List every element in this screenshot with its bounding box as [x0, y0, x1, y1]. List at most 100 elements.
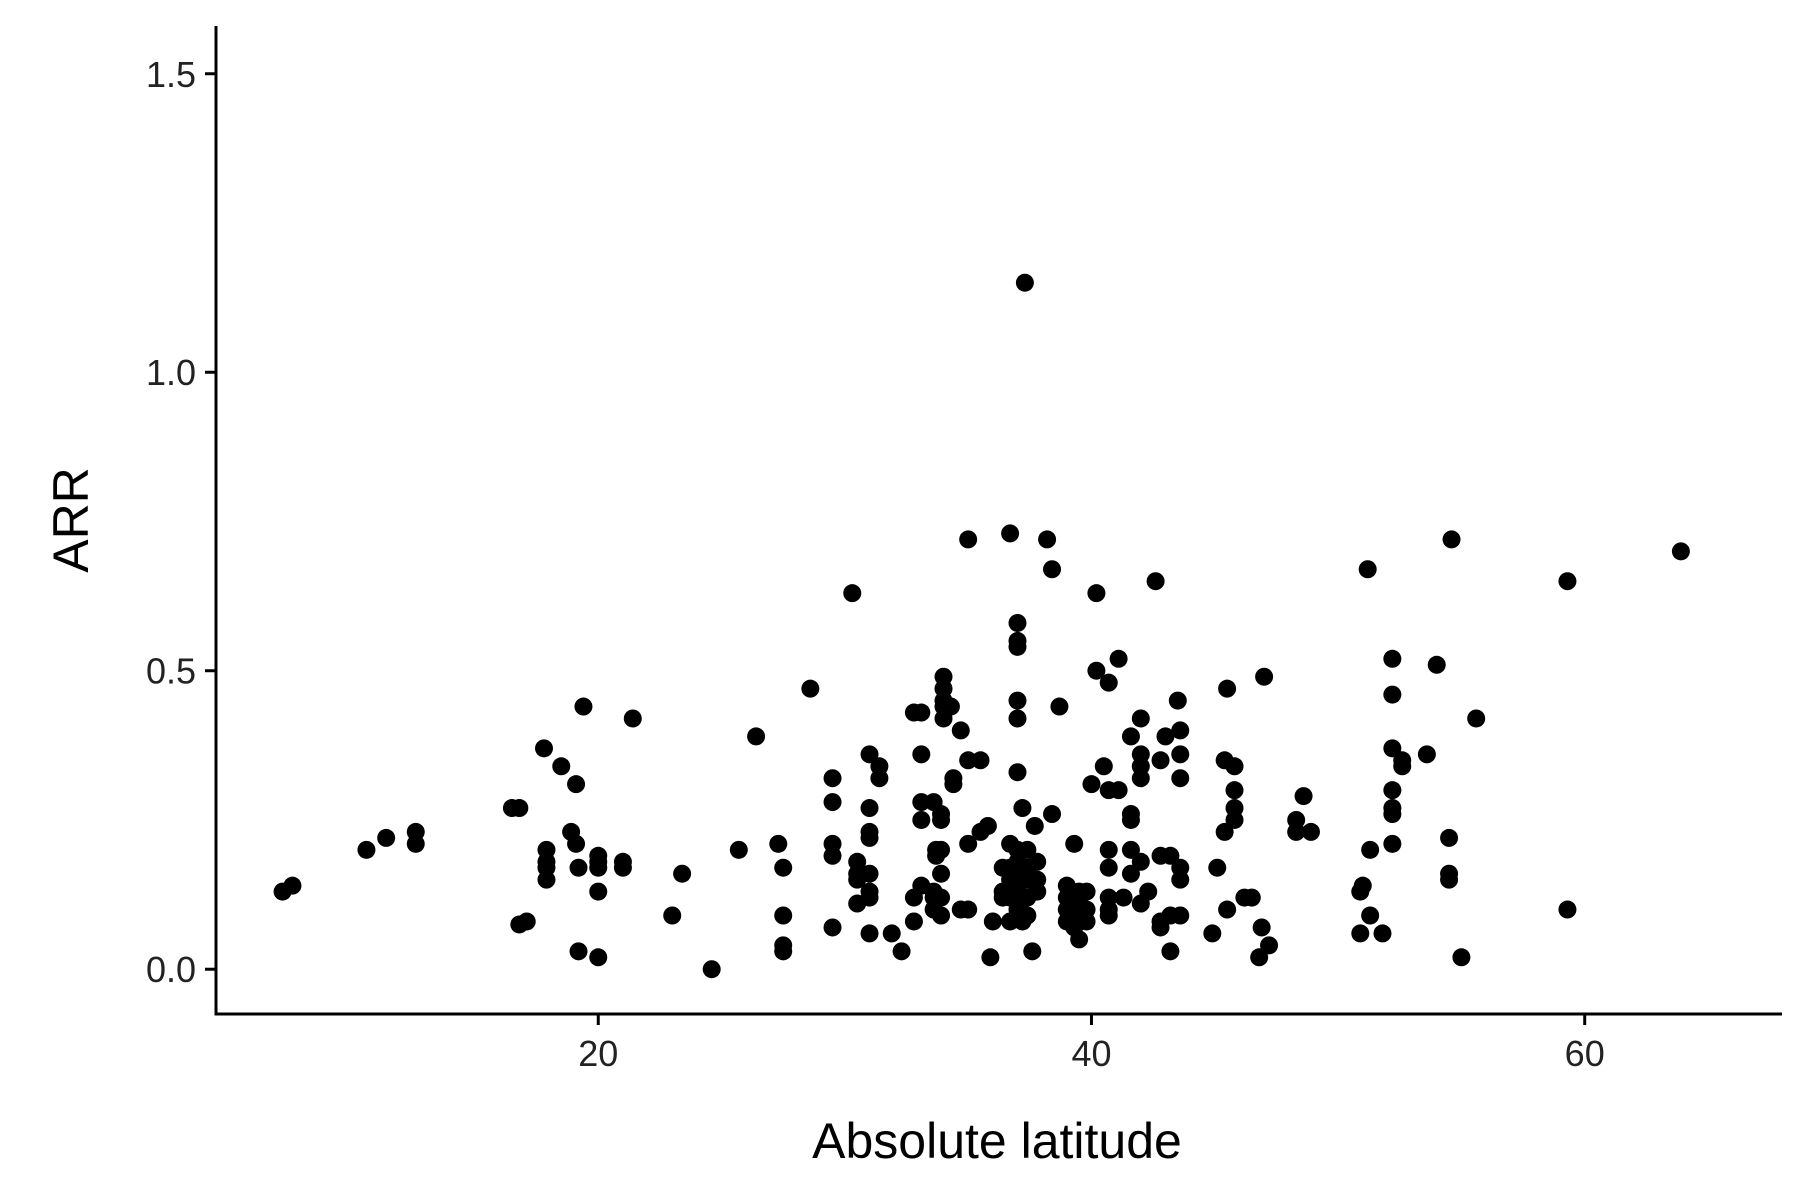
data-point: [1065, 834, 1084, 853]
data-point: [1109, 649, 1128, 668]
data-point: [1361, 840, 1380, 859]
data-point: [1287, 822, 1306, 841]
data-point: [702, 960, 721, 979]
y-tick-label: 1.0: [146, 352, 196, 393]
data-point: [944, 775, 963, 794]
data-point: [1353, 876, 1372, 895]
data-point: [1440, 870, 1459, 889]
data-point: [1015, 273, 1034, 292]
data-point: [1168, 691, 1187, 710]
data-point: [860, 924, 879, 943]
data-point: [589, 882, 608, 901]
data-point: [1250, 948, 1269, 967]
data-point: [1131, 709, 1150, 728]
data-point: [1001, 524, 1020, 543]
data-point: [769, 834, 788, 853]
data-point: [1109, 781, 1128, 800]
data-point: [1383, 685, 1402, 704]
data-point: [823, 918, 842, 937]
data-point: [1171, 870, 1190, 889]
data-point: [1225, 781, 1244, 800]
data-point: [623, 709, 642, 728]
data-point: [932, 906, 951, 925]
data-point: [1008, 763, 1027, 782]
x-tick-label: 20: [578, 1033, 618, 1074]
data-point: [1121, 810, 1140, 829]
data-point: [589, 858, 608, 877]
data-point: [1008, 709, 1027, 728]
data-point: [537, 870, 556, 889]
data-point: [959, 751, 978, 770]
data-point: [1373, 924, 1392, 943]
data-point: [1077, 912, 1096, 931]
data-point: [823, 846, 842, 865]
data-point: [1008, 613, 1027, 632]
data-point: [1099, 906, 1118, 925]
data-point: [1099, 858, 1118, 877]
data-point: [1208, 858, 1227, 877]
data-point: [1038, 530, 1057, 549]
y-axis-title: ARR: [43, 467, 99, 573]
data-point: [1215, 822, 1234, 841]
data-point: [1151, 751, 1170, 770]
data-point: [1294, 787, 1313, 806]
data-point: [823, 769, 842, 788]
data-point: [510, 799, 529, 818]
data-point: [1008, 691, 1027, 710]
y-tick-label: 1.5: [146, 54, 196, 95]
data-point: [1171, 906, 1190, 925]
x-axis-title: Absolute latitude: [812, 1113, 1182, 1169]
data-point: [1301, 822, 1320, 841]
data-point: [1018, 906, 1037, 925]
data-point: [860, 864, 879, 883]
data-point: [534, 739, 553, 758]
data-point: [912, 810, 931, 829]
data-point: [747, 727, 766, 746]
data-point: [1028, 852, 1047, 871]
data-point: [951, 721, 970, 740]
x-axis-ticks: 20 40 60: [578, 1014, 1605, 1074]
data-point: [663, 906, 682, 925]
data-point: [1361, 906, 1380, 925]
data-point: [823, 793, 842, 812]
data-point: [774, 858, 793, 877]
data-point: [574, 697, 593, 716]
data-point: [1161, 942, 1180, 961]
data-point: [1131, 769, 1150, 788]
data-point: [1025, 816, 1044, 835]
data-point: [981, 948, 1000, 967]
data-point: [1242, 888, 1261, 907]
data-point: [1171, 769, 1190, 788]
data-point: [983, 912, 1002, 931]
y-axis-ticks: 0.0 0.5 1.0 1.5: [146, 54, 216, 990]
data-point: [1255, 667, 1274, 686]
data-point: [1013, 799, 1032, 818]
data-point: [552, 757, 571, 776]
data-point: [589, 948, 608, 967]
data-point: [283, 876, 302, 895]
data-point: [1467, 709, 1486, 728]
data-point: [673, 864, 692, 883]
data-point: [1121, 840, 1140, 859]
data-point: [1383, 834, 1402, 853]
data-point: [1383, 781, 1402, 800]
data-point: [941, 697, 960, 716]
data-point: [959, 834, 978, 853]
data-point: [1082, 775, 1101, 794]
data-point: [1427, 655, 1446, 674]
data-point: [1114, 888, 1133, 907]
data-point: [406, 834, 425, 853]
data-point: [1383, 649, 1402, 668]
data-point: [904, 912, 923, 931]
data-point: [1099, 673, 1118, 692]
data-point: [1252, 918, 1271, 937]
data-point: [1161, 846, 1180, 865]
data-point: [870, 769, 889, 788]
data-point: [567, 775, 586, 794]
data-point: [860, 828, 879, 847]
data-point: [1151, 918, 1170, 937]
data-point: [774, 906, 793, 925]
data-point: [1087, 584, 1106, 603]
data-point: [1023, 942, 1042, 961]
data-point: [912, 703, 931, 722]
